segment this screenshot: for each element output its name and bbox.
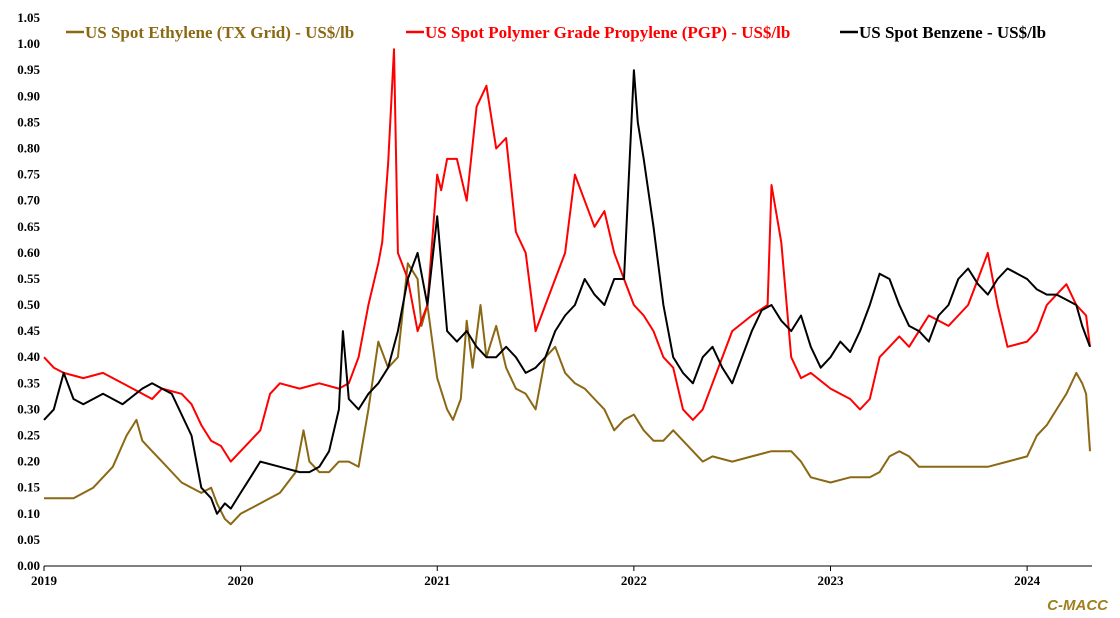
y-tick-label: 0.20: [17, 454, 40, 469]
y-tick-label: 0.30: [17, 401, 40, 416]
x-tick-label: 2020: [228, 573, 254, 588]
x-tick-label: 2019: [31, 573, 58, 588]
series-lines: [43, 48, 1091, 526]
y-tick-label: 0.10: [17, 506, 40, 521]
x-tick-label: 2024: [1014, 573, 1041, 588]
legend: US Spot Ethylene (TX Grid) - US$/lb US Sp…: [66, 23, 1046, 42]
y-tick-label: 0.70: [17, 193, 40, 208]
y-tick-label: 0.85: [17, 114, 40, 129]
x-tick-label: 2021: [424, 573, 450, 588]
y-tick-label: 0.55: [17, 271, 40, 286]
y-tick-label: 0.95: [17, 62, 40, 77]
y-tick-label: 0.15: [17, 480, 40, 495]
series-line-2: [43, 48, 1091, 463]
axes: 0.00 0.05 0.10 0.15 0.20 0.25 0.30 0.35 0.40 0.45…: [17, 10, 1092, 588]
y-tick-label: 0.80: [17, 140, 40, 155]
y-tick-label: 0.40: [17, 349, 40, 364]
legend-label: US Spot Polymer Grade Propylene (PGP) - …: [425, 23, 790, 42]
y-tick-label: 1.00: [17, 36, 40, 51]
y-tick-label: 0.25: [17, 428, 40, 443]
series-line-1: [44, 262, 1091, 526]
y-tick-label: 0.90: [17, 88, 40, 103]
watermark: C-MACC: [1047, 597, 1108, 614]
y-tick-label: 0.05: [17, 532, 40, 547]
legend-label: US Spot Benzene - US$/lb: [859, 23, 1046, 42]
y-tick-label: 0.50: [17, 297, 40, 312]
y-tick-label: 0.75: [17, 167, 40, 182]
y-tick-label: 0.60: [17, 245, 40, 260]
y-tick-label: 0.45: [17, 323, 40, 338]
y-tick-label: 1.05: [17, 10, 40, 25]
x-tick-label: 2022: [621, 573, 647, 588]
y-tick-label: 0.65: [17, 219, 40, 234]
x-tick-label: 2023: [817, 573, 844, 588]
legend-label: US Spot Ethylene (TX Grid) - US$/lb: [85, 23, 354, 42]
series-line-3: [43, 69, 1091, 515]
y-tick-label: 0.00: [17, 558, 40, 573]
y-tick-label: 0.35: [17, 375, 40, 390]
